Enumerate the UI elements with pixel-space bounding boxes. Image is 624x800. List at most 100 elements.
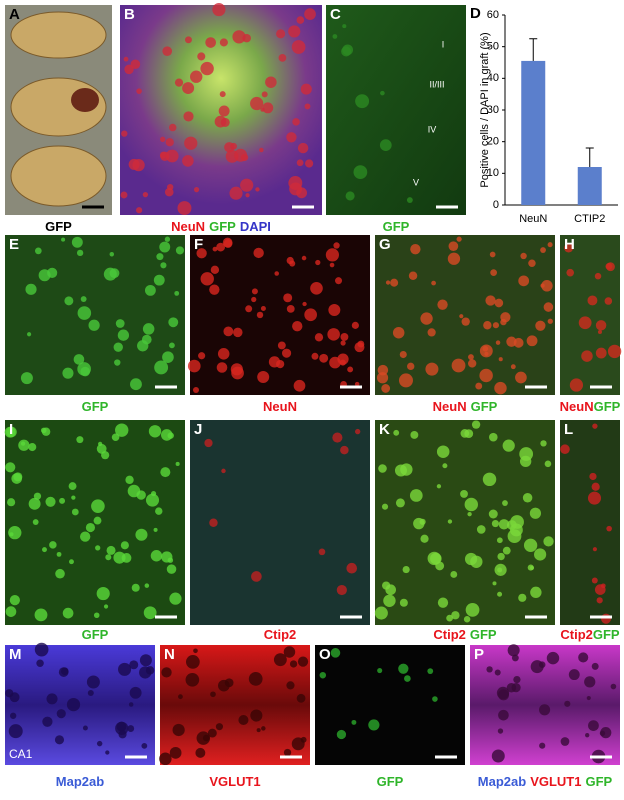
caption-part: GFP bbox=[82, 627, 109, 642]
cell bbox=[528, 259, 536, 267]
cell bbox=[302, 301, 307, 307]
cell bbox=[257, 371, 270, 384]
cell bbox=[513, 675, 521, 684]
panel-letter: G bbox=[379, 236, 391, 253]
cell bbox=[340, 445, 349, 455]
cell bbox=[185, 672, 200, 687]
cell bbox=[354, 381, 360, 387]
cell bbox=[80, 296, 87, 302]
cell bbox=[277, 341, 286, 350]
cell bbox=[143, 606, 157, 620]
cell bbox=[115, 423, 129, 437]
caption-part: NeuN bbox=[433, 399, 467, 414]
cell bbox=[581, 350, 593, 362]
panel-caption: GFP bbox=[82, 399, 109, 414]
cell bbox=[479, 368, 493, 383]
cell bbox=[71, 495, 76, 500]
cell bbox=[410, 243, 421, 255]
cell bbox=[293, 379, 306, 392]
cell bbox=[543, 536, 554, 547]
cell bbox=[390, 278, 399, 287]
cell bbox=[168, 317, 179, 328]
cell bbox=[378, 464, 387, 473]
cell bbox=[196, 731, 211, 745]
cell bbox=[539, 704, 551, 716]
cell bbox=[185, 655, 200, 669]
cell bbox=[292, 118, 300, 126]
cell bbox=[595, 320, 607, 331]
cell bbox=[177, 201, 192, 216]
cell bbox=[9, 595, 20, 606]
cell bbox=[394, 464, 407, 477]
cell bbox=[342, 24, 347, 29]
cell bbox=[534, 548, 547, 561]
cell bbox=[482, 345, 489, 352]
cell bbox=[183, 111, 194, 122]
micrograph bbox=[315, 645, 465, 765]
cell bbox=[260, 306, 266, 312]
cell bbox=[130, 59, 141, 70]
cell bbox=[193, 187, 200, 193]
cell bbox=[498, 519, 510, 530]
cell bbox=[600, 613, 612, 624]
cell bbox=[145, 666, 155, 675]
cell bbox=[547, 242, 553, 248]
cell bbox=[283, 748, 292, 757]
panel-letter: I bbox=[9, 421, 13, 438]
cell bbox=[261, 91, 268, 98]
cell bbox=[261, 726, 266, 731]
cell bbox=[547, 318, 553, 324]
cell bbox=[489, 251, 496, 258]
cell bbox=[56, 551, 62, 557]
cell bbox=[197, 52, 206, 61]
cell bbox=[156, 253, 164, 261]
cell bbox=[383, 594, 396, 608]
cell bbox=[315, 259, 321, 266]
cell bbox=[560, 444, 570, 454]
cell bbox=[210, 691, 216, 698]
cell bbox=[167, 557, 174, 563]
error-bar bbox=[585, 147, 594, 167]
cell bbox=[304, 103, 311, 110]
cell bbox=[82, 725, 88, 731]
cell bbox=[594, 272, 602, 280]
cell bbox=[276, 29, 286, 39]
caption-part: Ctip2 bbox=[264, 627, 297, 642]
caption-part: Map2ab bbox=[56, 774, 104, 789]
cell bbox=[155, 507, 163, 515]
cell bbox=[502, 500, 508, 506]
cell bbox=[468, 359, 477, 368]
panel-caption: NeuN GFP DAPI bbox=[171, 219, 271, 234]
micrograph bbox=[160, 645, 310, 765]
cell bbox=[109, 252, 115, 257]
cell bbox=[379, 139, 392, 151]
cell bbox=[578, 652, 589, 663]
cell bbox=[93, 516, 102, 525]
cell bbox=[218, 105, 230, 117]
caption-part: GFP bbox=[594, 399, 621, 414]
cell bbox=[296, 159, 304, 167]
cell bbox=[5, 606, 17, 617]
cell bbox=[486, 666, 493, 673]
cell bbox=[7, 498, 16, 507]
cell bbox=[167, 184, 174, 191]
cell bbox=[200, 61, 214, 76]
panel-letter: P bbox=[474, 646, 484, 663]
cell bbox=[447, 252, 461, 265]
cell bbox=[507, 529, 522, 544]
cell bbox=[374, 606, 388, 620]
cell bbox=[167, 432, 174, 439]
micrograph bbox=[375, 235, 555, 395]
cell bbox=[589, 472, 597, 481]
cell bbox=[327, 328, 340, 341]
cell bbox=[160, 467, 171, 478]
cell bbox=[278, 54, 287, 62]
cell bbox=[153, 527, 158, 532]
cell bbox=[145, 493, 160, 507]
cell bbox=[9, 532, 14, 537]
cell bbox=[408, 271, 418, 281]
y-tick-label: 60 bbox=[487, 9, 499, 21]
panel-letter: O bbox=[319, 646, 331, 663]
cell bbox=[496, 537, 503, 544]
cell bbox=[407, 362, 415, 371]
